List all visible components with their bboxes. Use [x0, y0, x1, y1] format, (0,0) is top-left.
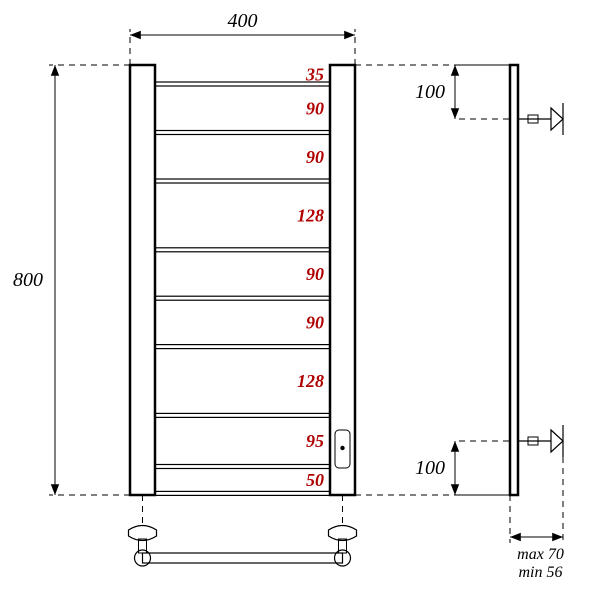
rung	[155, 82, 330, 86]
dim-bracket-top-label: 100	[415, 81, 445, 103]
dim-height-label: 800	[13, 269, 43, 291]
rung	[155, 465, 330, 469]
rung	[155, 179, 330, 183]
rung	[155, 296, 330, 300]
wall-plate-icon	[329, 526, 357, 541]
rung	[155, 345, 330, 349]
rung-spacing-label: 90	[306, 264, 324, 284]
rung-spacing-label: 90	[306, 98, 324, 118]
rung	[155, 248, 330, 252]
wall-bracket-icon	[551, 108, 563, 130]
rung	[155, 131, 330, 135]
rung-spacing-label: 128	[297, 205, 324, 225]
dim-depth-min-label: min 56	[519, 564, 563, 581]
rung-spacing-label: 50	[306, 470, 324, 490]
rung	[155, 413, 330, 417]
rung-spacing-label: 90	[306, 312, 324, 332]
rung-spacing-label: 128	[297, 371, 324, 391]
dim-width-label: 400	[228, 10, 258, 32]
rung-spacing-label: 95	[306, 431, 324, 451]
rung-spacing-label: 35	[305, 65, 324, 85]
rung	[155, 491, 330, 495]
front-upright-left	[130, 65, 155, 495]
side-upright	[510, 65, 518, 495]
bottom-rail	[143, 553, 343, 563]
dim-depth-max-label: max 70	[517, 546, 564, 563]
wall-plate-icon	[129, 526, 157, 541]
rung-spacing-label: 90	[306, 147, 324, 167]
dim-bracket-bottom-label: 100	[415, 457, 445, 479]
wall-bracket-icon	[551, 430, 563, 452]
